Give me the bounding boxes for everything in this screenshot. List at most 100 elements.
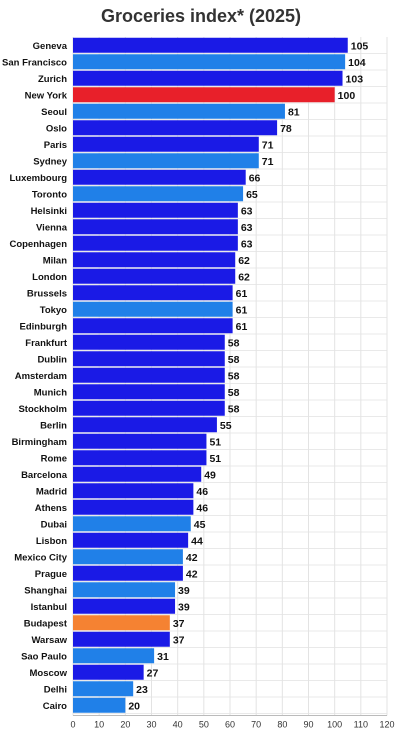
bar (73, 301, 233, 317)
category-label: Sydney (33, 156, 68, 167)
data-label: 23 (136, 684, 148, 696)
category-label: San Francisco (2, 57, 67, 68)
data-label: 49 (204, 469, 216, 481)
x-tick-label: 10 (94, 720, 104, 730)
category-label: Istanbul (31, 602, 67, 613)
bar (73, 268, 236, 284)
data-label: 81 (288, 106, 300, 118)
data-label: 37 (173, 634, 185, 646)
data-label: 42 (186, 552, 198, 564)
category-label: Cairo (43, 701, 67, 712)
x-tick-label: 90 (303, 720, 313, 730)
data-label: 39 (178, 601, 190, 613)
x-tick-label: 110 (354, 720, 368, 730)
x-tick-label: 60 (225, 720, 235, 730)
data-label: 61 (236, 304, 248, 316)
bar (73, 516, 191, 532)
category-label: Delhi (44, 684, 67, 695)
category-label: Zurich (38, 74, 67, 85)
bar (73, 384, 225, 400)
category-label: Mexico City (14, 552, 68, 563)
bar (73, 367, 225, 383)
bar (73, 103, 285, 119)
bar (73, 499, 194, 515)
data-label: 105 (351, 40, 369, 52)
x-tick-label: 80 (277, 720, 287, 730)
category-label: Budapest (24, 618, 68, 629)
category-label: Milan (43, 255, 67, 266)
chart-title: Groceries index* (2025) (100, 6, 302, 26)
category-label: Brussels (27, 288, 67, 299)
data-label: 71 (262, 156, 274, 168)
bar (73, 417, 217, 433)
data-label: 65 (246, 189, 258, 201)
category-label: Helsinki (31, 206, 67, 217)
x-tick-label: 100 (327, 720, 342, 730)
data-label: 42 (186, 568, 198, 580)
bar (73, 466, 202, 482)
bar (73, 37, 348, 53)
bar (73, 70, 343, 86)
category-label: Oslo (46, 123, 67, 134)
data-label: 58 (228, 354, 240, 366)
category-label: Toronto (32, 189, 67, 200)
category-label: Copenhagen (9, 239, 67, 250)
data-label: 20 (128, 700, 140, 712)
data-label: 71 (262, 139, 274, 151)
bar (73, 483, 194, 499)
data-label: 39 (178, 585, 190, 597)
category-label: Edinburgh (20, 321, 68, 332)
category-label: Barcelona (21, 470, 68, 481)
data-label: 63 (241, 205, 253, 217)
bar (73, 631, 170, 647)
category-label: Luxembourg (9, 173, 67, 184)
data-label: 58 (228, 370, 240, 382)
data-label: 66 (249, 172, 261, 184)
bar (73, 532, 189, 548)
bar (73, 285, 233, 301)
bar (73, 433, 207, 449)
bar (73, 153, 259, 169)
category-label: Shanghai (24, 585, 67, 596)
x-tick-label: 70 (251, 720, 261, 730)
data-label: 63 (241, 238, 253, 250)
data-label: 37 (173, 618, 185, 630)
bar (73, 87, 335, 103)
bar (73, 252, 236, 268)
x-tick-label: 20 (120, 720, 130, 730)
bar (73, 400, 225, 416)
category-label: Paris (44, 140, 67, 151)
category-label: Birmingham (12, 437, 67, 448)
bar (73, 549, 183, 565)
category-label: Dublin (37, 354, 67, 365)
x-tick-label: 50 (199, 720, 209, 730)
category-label: Frankfurt (25, 338, 68, 349)
bar (73, 565, 183, 581)
data-label: 58 (228, 387, 240, 399)
bar (73, 235, 238, 251)
x-tick-label: 30 (146, 720, 156, 730)
bar (73, 664, 144, 680)
bar (73, 582, 176, 598)
data-label: 62 (238, 271, 250, 283)
bar (73, 615, 170, 631)
data-label: 78 (280, 123, 292, 135)
data-label: 46 (196, 486, 208, 498)
category-label: Tokyo (40, 305, 67, 316)
category-label: Athens (35, 503, 67, 514)
category-label: Madrid (36, 486, 67, 497)
category-label: Seoul (41, 107, 67, 118)
data-label: 63 (241, 222, 253, 234)
data-label: 44 (191, 535, 203, 547)
bar (73, 648, 155, 664)
bar (73, 202, 238, 218)
category-label: Dubai (41, 519, 67, 530)
bar (73, 219, 238, 235)
data-label: 46 (196, 502, 208, 514)
data-label: 27 (147, 667, 159, 679)
category-label: Geneva (33, 41, 68, 52)
bar (73, 351, 225, 367)
category-label: London (32, 272, 67, 283)
bar (73, 450, 207, 466)
data-label: 58 (228, 403, 240, 415)
